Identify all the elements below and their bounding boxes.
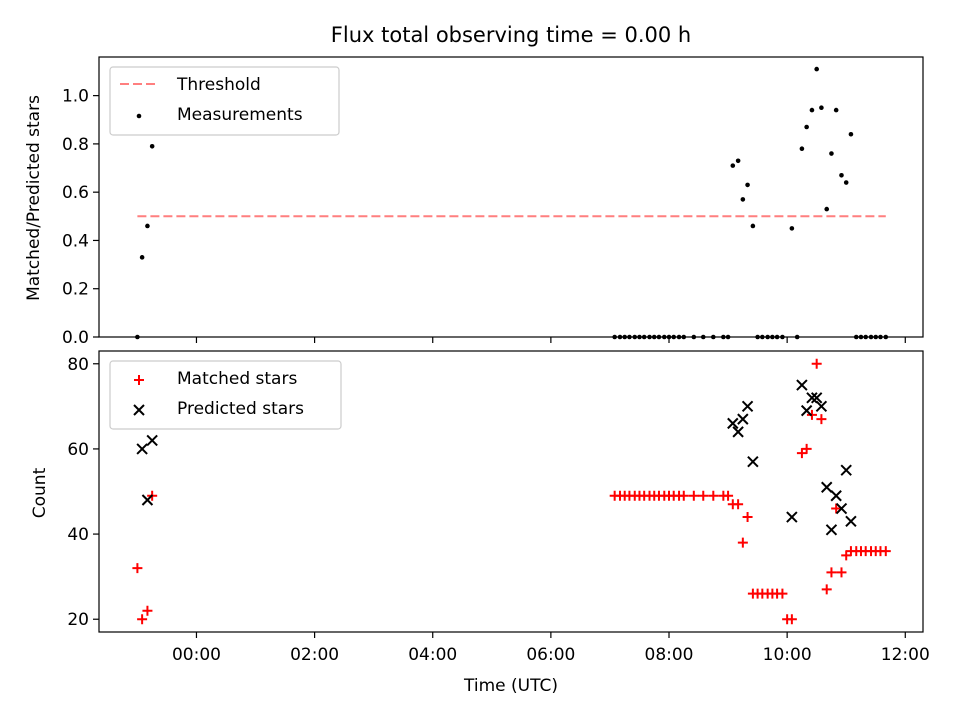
bottom-x-point	[825, 524, 838, 536]
bottom-plus-point	[816, 414, 827, 425]
top-axes-frame	[98, 56, 924, 338]
bottom-x-point	[810, 392, 823, 404]
bottom-plus-point	[821, 584, 832, 595]
top-dot-point	[848, 131, 854, 137]
bottom-plus-point	[132, 563, 143, 574]
bottom-x-point	[141, 494, 154, 506]
bottom-x-point	[786, 511, 798, 523]
bottom-x-point	[845, 515, 857, 528]
bottom-panel: 20 40 60 80 00:00 02:00 04:00 06:00 08:00 10:00 12…	[67, 350, 930, 665]
bottom-plus-point	[688, 490, 699, 501]
bottom-y-tick-label: 80	[67, 355, 89, 375]
bottom-plus-point	[142, 605, 153, 616]
bottom-plus-point	[836, 567, 847, 578]
bottom-y-tick-label: 20	[67, 610, 89, 630]
x-axis-label: Time (UTC)	[463, 676, 558, 696]
bottom-x-point	[732, 426, 744, 438]
bottom-plus-point	[678, 490, 689, 501]
top-y-tick-label: 0.0	[62, 328, 89, 348]
bottom-plus-point	[733, 499, 744, 510]
bottom-plus-point	[880, 546, 891, 557]
top-dot-point	[145, 223, 150, 229]
legend-label: Matched stars	[177, 369, 297, 389]
top-dot-point	[139, 255, 145, 260]
x-tick-label: 04:00	[408, 645, 457, 665]
top-dot-point	[799, 146, 805, 152]
bottom-legend	[109, 360, 342, 430]
bottom-x-point	[737, 413, 749, 425]
top-dot-point	[750, 223, 756, 229]
top-dot-point	[745, 182, 750, 188]
top-dot-point	[814, 66, 819, 72]
top-dot-point	[833, 107, 839, 113]
top-y-tick-label: 1.0	[62, 87, 89, 107]
bottom-plus-point	[777, 588, 788, 599]
top-y-tick-label: 0.8	[62, 135, 89, 155]
top-y-tick-label: 0.6	[62, 183, 89, 203]
bottom-plus-point	[801, 443, 812, 454]
x-tick-label: 08:00	[645, 645, 694, 665]
bottom-x-point	[796, 379, 808, 391]
x-tick-label: 00:00	[172, 645, 221, 665]
bottom-x-point	[815, 400, 828, 413]
x-tick-label: 12:00	[881, 645, 930, 665]
bottom-plus-point	[786, 614, 797, 625]
bottom-plus-point	[723, 490, 734, 501]
bottom-x-point	[800, 404, 813, 417]
bottom-x-point	[821, 481, 833, 493]
top-legend	[109, 66, 340, 136]
bottom-plus-point	[137, 614, 148, 625]
x-tick-label: 10:00	[763, 645, 812, 665]
top-dot-point	[843, 180, 849, 185]
bottom-x-point	[727, 417, 739, 430]
legend-label: Measurements	[177, 105, 303, 125]
top-dot-point	[735, 158, 741, 164]
legend-x-swatch	[133, 404, 145, 416]
bottom-x-point	[136, 443, 148, 455]
top-panel: 0.0 0.2 0.4 0.6 0.8 1.0 Threshold Measurements	[62, 56, 924, 348]
bottom-plus-point	[742, 512, 753, 523]
top-dot-point	[824, 206, 830, 212]
top-dot-point	[839, 172, 844, 178]
bottom-y-tick-label: 60	[67, 440, 89, 460]
legend-dot-swatch	[136, 113, 142, 119]
bottom-x-point	[840, 464, 852, 476]
x-tick-label: 06:00	[526, 645, 575, 665]
top-dot-point	[829, 151, 834, 156]
legend-label: Threshold	[176, 75, 261, 95]
top-y-tick-label: 0.4	[62, 231, 89, 251]
x-tick-label: 02:00	[290, 645, 339, 665]
bottom-plus-point	[826, 567, 837, 578]
top-dot-point	[789, 226, 795, 231]
bottom-x-point	[146, 434, 158, 447]
bottom-plus-point	[698, 490, 709, 501]
bottom-plus-point	[708, 490, 719, 501]
top-dot-point	[740, 197, 746, 202]
top-dot-point	[809, 107, 815, 113]
top-y-tick-label: 0.2	[62, 280, 89, 300]
bottom-x-point	[830, 490, 842, 502]
bottom-x-point	[741, 400, 754, 413]
top-y-axis-label: Matched/Predicted stars	[24, 95, 44, 301]
bottom-y-tick-label: 40	[67, 525, 89, 545]
bottom-x-point	[747, 455, 759, 468]
top-dot-point	[804, 124, 809, 130]
top-dot-point	[819, 105, 824, 110]
bottom-plus-point	[737, 537, 748, 548]
bottom-y-axis-label: Count	[30, 467, 50, 518]
top-dot-point	[730, 163, 736, 168]
legend-label: Predicted stars	[177, 399, 304, 419]
bottom-plus-point	[831, 503, 842, 514]
bottom-plus-point	[811, 358, 822, 369]
bottom-x-point	[806, 392, 818, 404]
bottom-x-point	[835, 502, 848, 515]
top-dot-point	[149, 144, 155, 149]
bottom-axes-frame	[98, 350, 924, 633]
legend-plus-swatch	[134, 375, 144, 385]
chart-title: Flux total observing time = 0.00 h	[331, 23, 691, 47]
